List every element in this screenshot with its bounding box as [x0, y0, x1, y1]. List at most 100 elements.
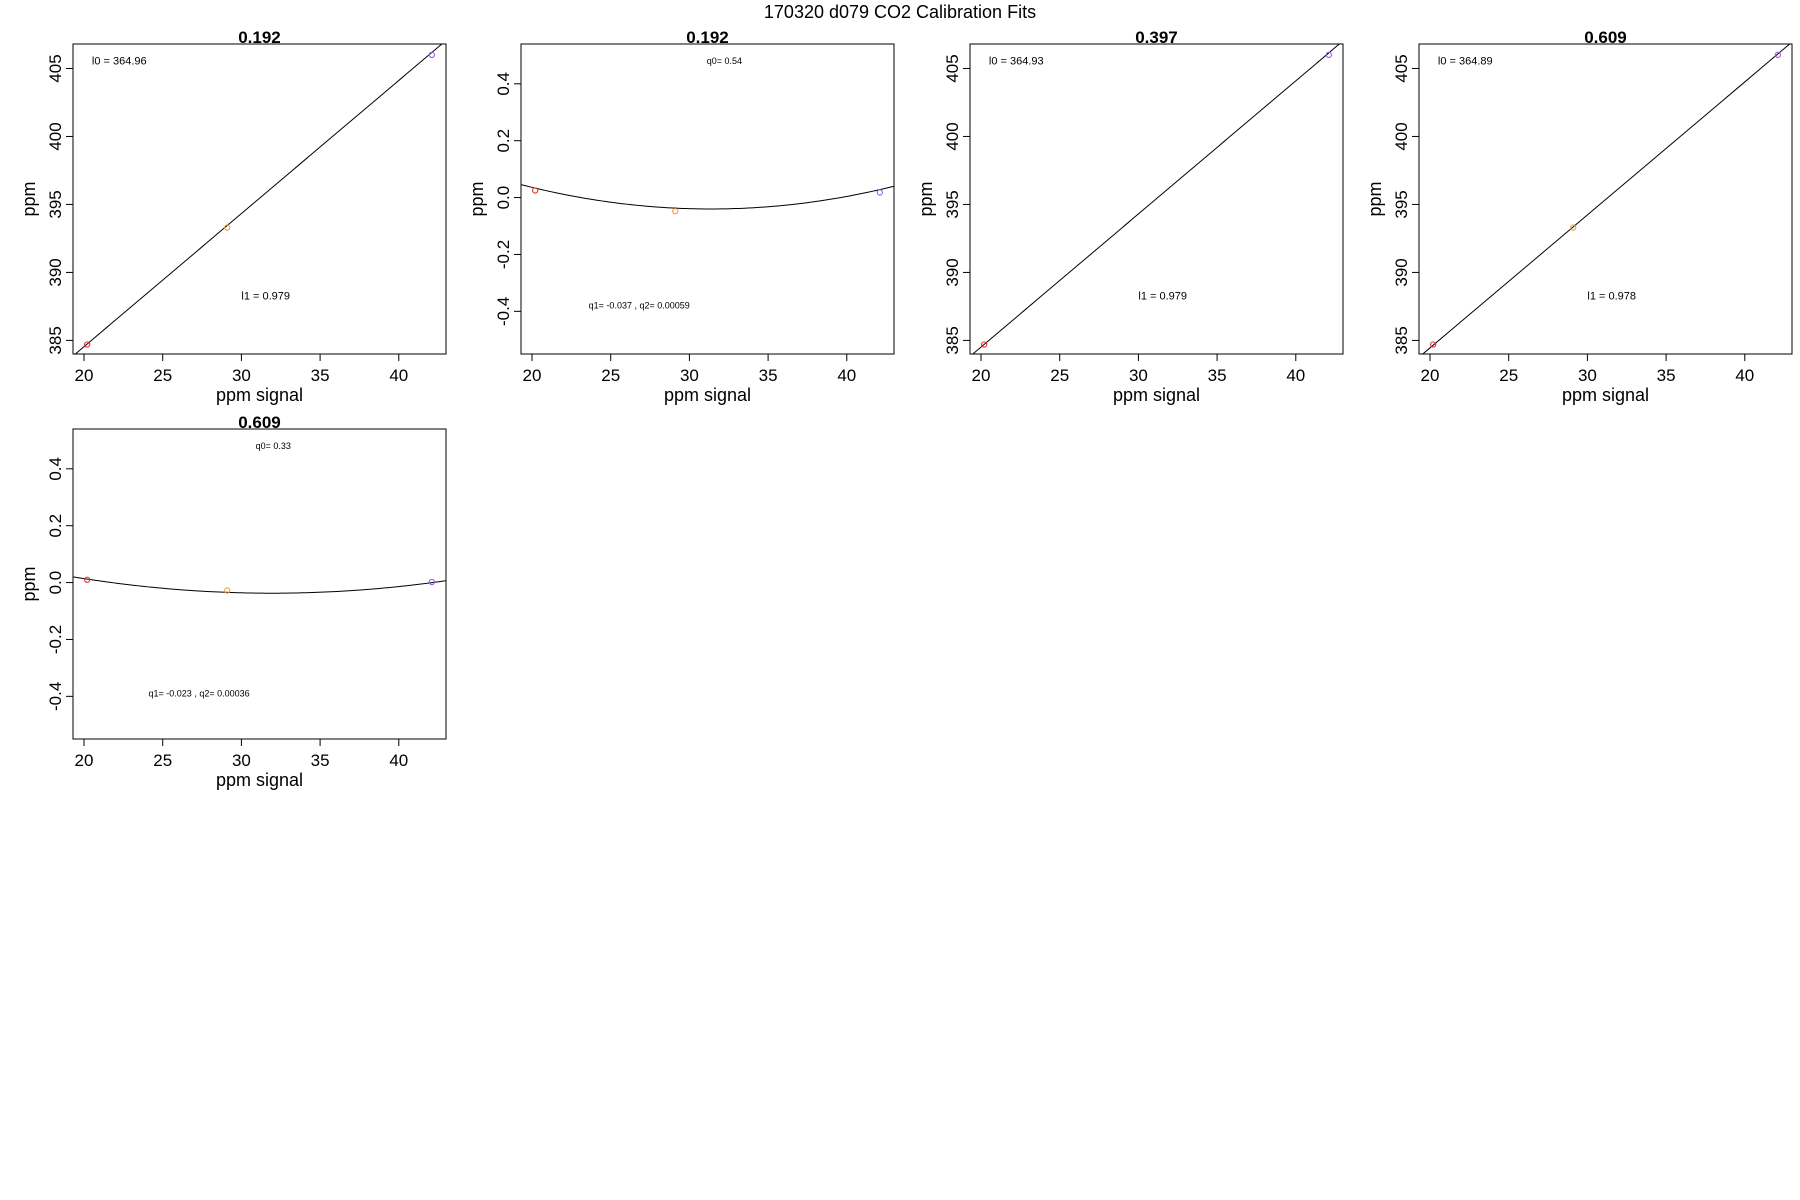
y-tick-label: 385 [1392, 326, 1411, 354]
panel-title: 0.192 [686, 28, 729, 47]
data-point [1430, 341, 1437, 348]
y-tick-label: -0.2 [46, 625, 65, 654]
y-tick-label: 395 [1392, 190, 1411, 218]
fit-annotation: q0= 0.54 [707, 56, 742, 66]
y-axis-title: ppm [19, 566, 39, 601]
x-tick-label: 40 [1286, 366, 1305, 385]
x-tick-label: 40 [1735, 366, 1754, 385]
x-tick-label: 20 [75, 366, 94, 385]
panels-container: 0.192 20 25 30 35 40 385 390 395 400 405 ppm signal… [19, 28, 1793, 790]
x-tick-label: 20 [1421, 366, 1440, 385]
fit-line [73, 576, 446, 594]
data-point [84, 576, 91, 583]
fit-line [972, 44, 1341, 354]
x-tick-label: 30 [1129, 366, 1148, 385]
fit-annotation: l1 = 0.978 [1587, 291, 1636, 303]
data-point [876, 189, 883, 196]
x-tick-label: 35 [759, 366, 778, 385]
x-tick-label: 20 [972, 366, 991, 385]
x-tick-label: 25 [1050, 366, 1069, 385]
chart-panel-4: 0.609 20 25 30 35 40 385 390 395 400 405 ppm signal… [1365, 28, 1793, 405]
y-tick-label: 390 [943, 258, 962, 286]
y-tick-label: 405 [46, 54, 65, 82]
x-axis-title: ppm signal [216, 770, 303, 790]
fit-annotation: l1 = 0.979 [1138, 291, 1187, 303]
y-tick-label: 400 [46, 122, 65, 150]
x-tick-label: 30 [1578, 366, 1597, 385]
panel-title: 0.609 [1584, 28, 1627, 47]
data-point [532, 187, 539, 194]
fit-annotation: l0 = 364.93 [989, 55, 1044, 67]
data-point [1774, 51, 1781, 59]
y-tick-label: -0.4 [46, 682, 65, 711]
data-point [224, 224, 231, 231]
data-point [224, 587, 231, 594]
y-tick-label: 395 [46, 190, 65, 218]
y-tick-label: 390 [1392, 258, 1411, 286]
data-point [981, 341, 988, 348]
chart-panel-5: 0.609 20 25 30 35 40 -0.4 -0.2 0.0 0.2 0.4 ppm sign… [19, 413, 447, 790]
x-tick-label: 25 [1499, 366, 1518, 385]
y-tick-label: 405 [1392, 54, 1411, 82]
chart-panel-3: 0.397 20 25 30 35 40 385 390 395 400 405 ppm signal… [916, 28, 1344, 405]
y-tick-label: 0.0 [494, 186, 513, 210]
y-tick-label: 405 [943, 54, 962, 82]
y-tick-label: 400 [1392, 122, 1411, 150]
x-axis-title: ppm signal [664, 385, 751, 405]
y-axis-title: ppm [467, 181, 487, 216]
figure-title: 170320 d079 CO2 Calibration Fits [764, 2, 1036, 22]
x-tick-label: 20 [523, 366, 542, 385]
x-axis-title: ppm signal [1562, 385, 1649, 405]
y-tick-label: 0.2 [494, 129, 513, 153]
x-tick-label: 25 [601, 366, 620, 385]
plot-frame [72, 428, 447, 740]
data-point [428, 578, 435, 586]
data-point [428, 51, 435, 59]
panel-title: 0.609 [238, 413, 281, 432]
fit-annotation: l0 = 364.89 [1438, 55, 1493, 67]
x-tick-label: 20 [75, 751, 94, 770]
y-tick-label: 395 [943, 190, 962, 218]
x-tick-label: 35 [1208, 366, 1227, 385]
x-axis-title: ppm signal [1113, 385, 1200, 405]
y-tick-label: 390 [46, 258, 65, 286]
data-point [1570, 224, 1577, 231]
data-point [84, 341, 91, 348]
x-tick-label: 30 [232, 751, 251, 770]
x-tick-label: 25 [153, 751, 172, 770]
y-tick-label: -0.2 [494, 240, 513, 269]
data-point [672, 208, 679, 215]
plot-frame [520, 43, 895, 355]
fit-annotation: l0 = 364.96 [92, 55, 147, 67]
y-tick-label: 385 [943, 326, 962, 354]
fit-annotation: l1 = 0.979 [241, 291, 290, 303]
y-tick-label: 0.2 [46, 514, 65, 538]
plot-frame [72, 43, 447, 355]
y-tick-label: 0.4 [494, 72, 513, 96]
x-tick-label: 40 [389, 366, 408, 385]
y-tick-label: 0.0 [46, 571, 65, 595]
panel-title: 0.397 [1135, 28, 1178, 47]
x-tick-label: 35 [1657, 366, 1676, 385]
y-axis-title: ppm [19, 181, 39, 216]
y-axis-title: ppm [1365, 181, 1385, 216]
data-point [1325, 51, 1332, 59]
chart-panel-1: 0.192 20 25 30 35 40 385 390 395 400 405 ppm signal… [19, 28, 447, 405]
fit-line [74, 44, 443, 354]
panel-title: 0.192 [238, 28, 281, 47]
y-tick-label: -0.4 [494, 297, 513, 326]
fit-line [521, 184, 894, 210]
x-tick-label: 35 [311, 751, 330, 770]
x-tick-label: 30 [680, 366, 699, 385]
x-tick-label: 25 [153, 366, 172, 385]
y-axis-title: ppm [916, 181, 936, 216]
fit-annotation: q1= -0.037 , q2= 0.00059 [589, 300, 690, 310]
x-tick-label: 40 [389, 751, 408, 770]
x-tick-label: 30 [232, 366, 251, 385]
x-tick-label: 35 [311, 366, 330, 385]
y-tick-label: 385 [46, 326, 65, 354]
y-tick-label: 0.4 [46, 457, 65, 481]
x-axis-title: ppm signal [216, 385, 303, 405]
fit-annotation: q0= 0.33 [256, 441, 291, 451]
